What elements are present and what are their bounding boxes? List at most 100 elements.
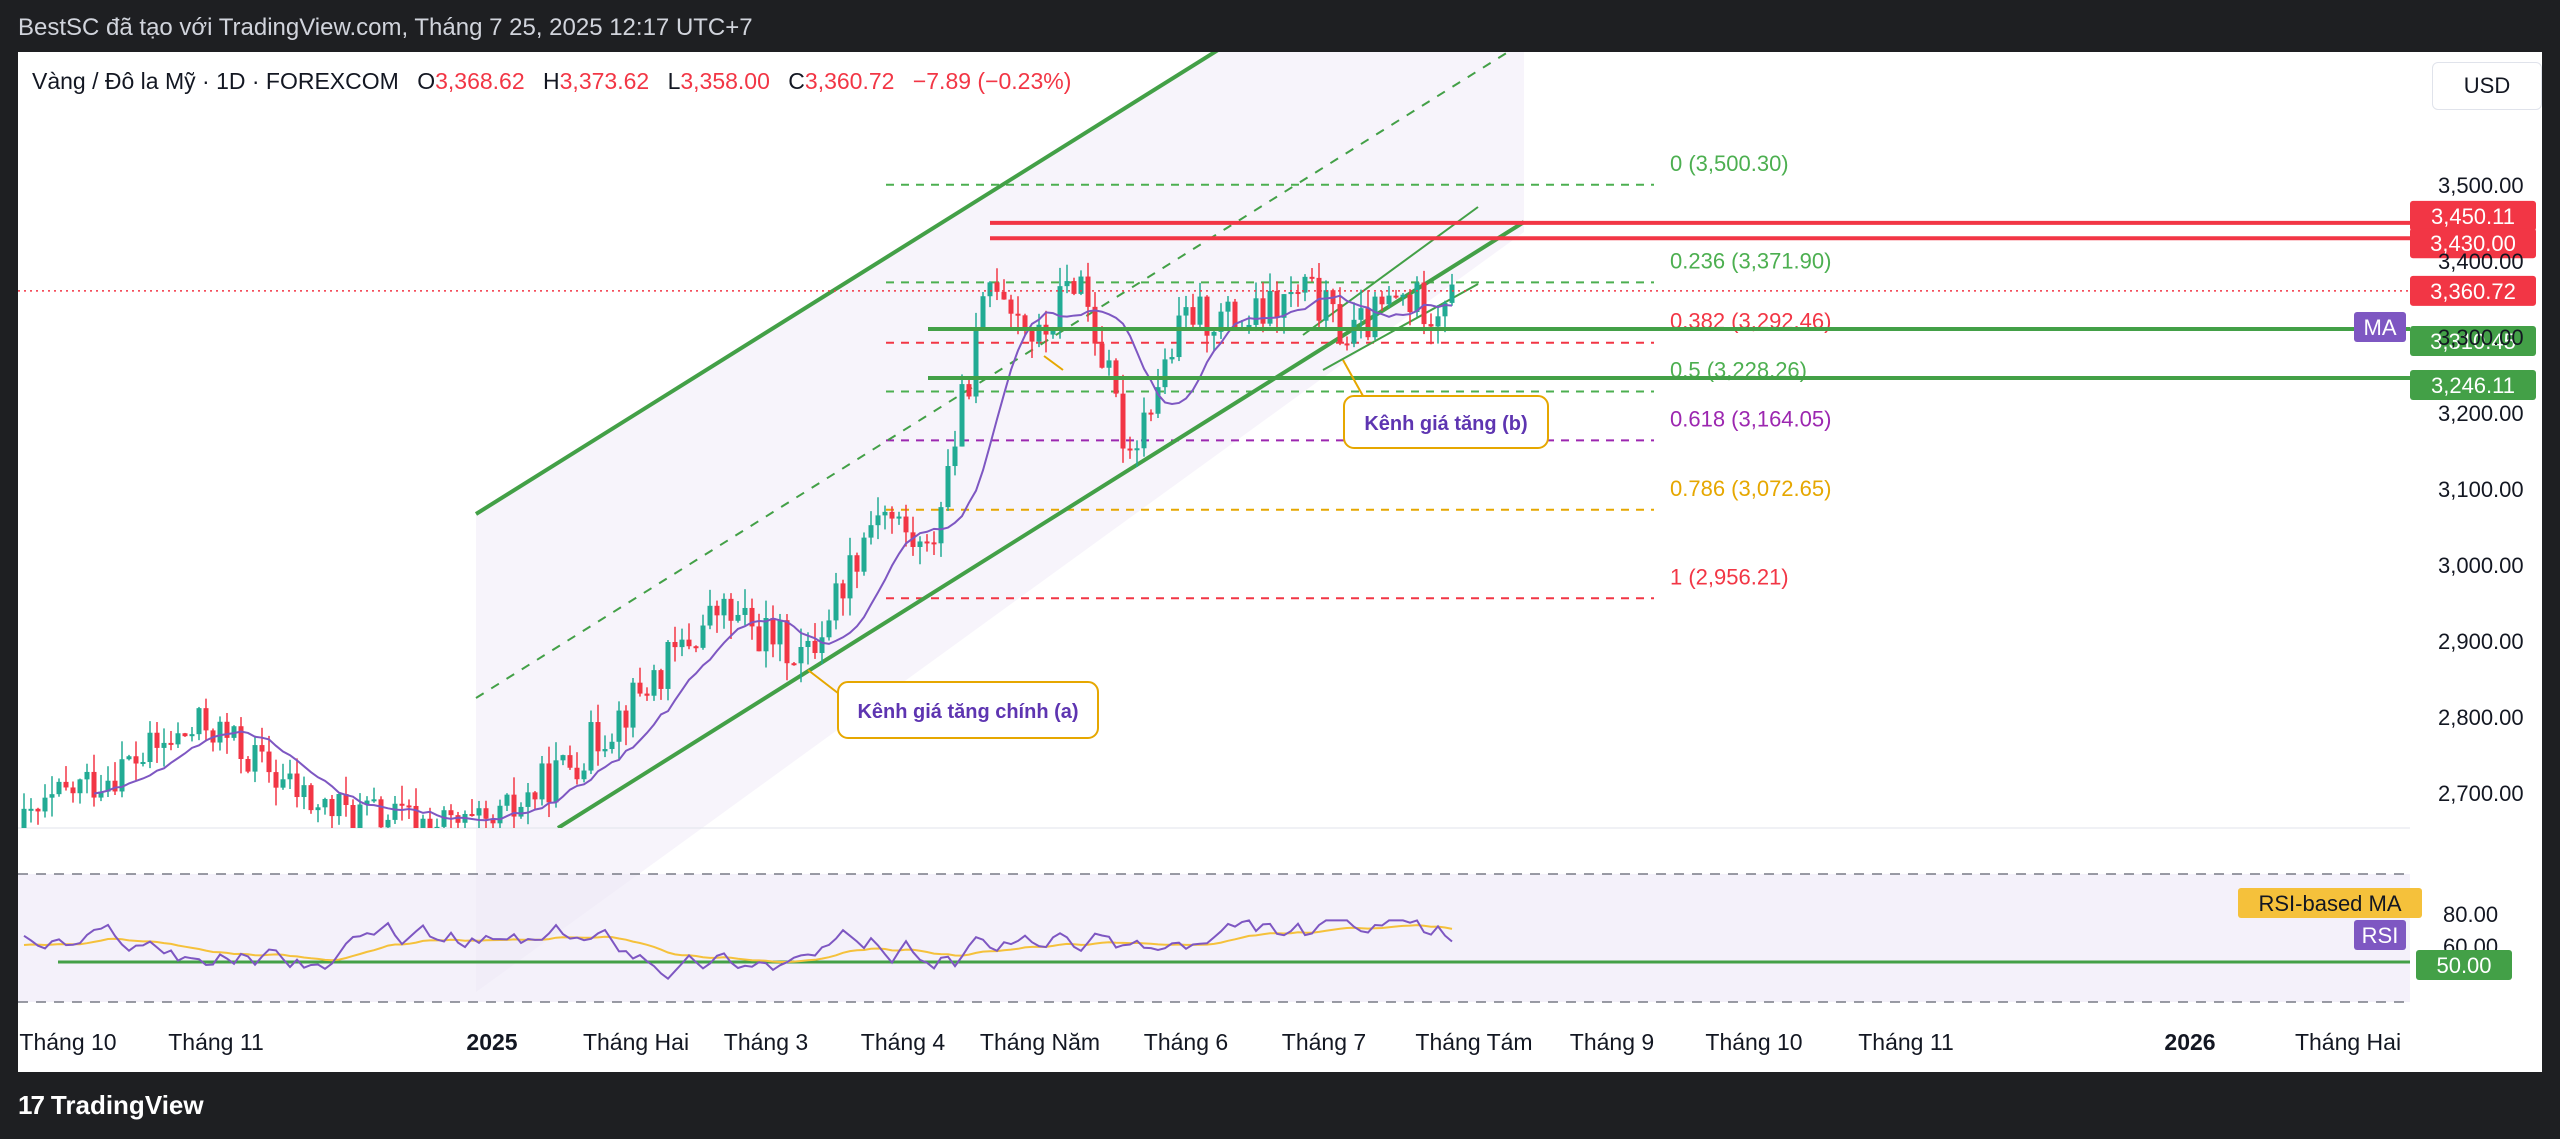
candle-body[interactable] xyxy=(287,773,293,780)
candle-body[interactable] xyxy=(1071,281,1077,294)
candle-body[interactable] xyxy=(665,642,671,689)
candle-body[interactable] xyxy=(63,781,69,788)
candle-body[interactable] xyxy=(1288,292,1294,295)
candle-body[interactable] xyxy=(1029,330,1035,342)
candle-body[interactable] xyxy=(329,798,335,817)
candle-body[interactable] xyxy=(252,745,258,772)
candle-body[interactable] xyxy=(343,794,349,806)
candle-body[interactable] xyxy=(973,327,979,397)
candle-body[interactable] xyxy=(742,607,748,615)
candle-body[interactable] xyxy=(259,745,265,752)
candle-body[interactable] xyxy=(1085,276,1091,307)
candle-body[interactable] xyxy=(364,800,370,805)
candle-body[interactable] xyxy=(371,799,377,802)
candle-body[interactable] xyxy=(105,780,111,792)
candle-body[interactable] xyxy=(1442,302,1448,317)
candle-body[interactable] xyxy=(1323,290,1329,321)
candle-body[interactable] xyxy=(385,819,391,828)
candle-body[interactable] xyxy=(224,721,230,738)
candle-body[interactable] xyxy=(70,787,76,794)
candle-body[interactable] xyxy=(1365,308,1371,338)
candle-body[interactable] xyxy=(189,734,195,737)
candle-body[interactable] xyxy=(819,637,825,654)
candle-body[interactable] xyxy=(336,794,342,817)
candle-body[interactable] xyxy=(560,755,566,761)
candle-body[interactable] xyxy=(1421,282,1427,325)
candle-body[interactable] xyxy=(546,763,552,803)
candle-body[interactable] xyxy=(805,640,811,648)
candle-body[interactable] xyxy=(1246,324,1252,328)
candle-body[interactable] xyxy=(693,646,699,649)
candle-body[interactable] xyxy=(798,647,804,664)
candle-body[interactable] xyxy=(399,803,405,806)
candle-body[interactable] xyxy=(588,722,594,771)
candle-body[interactable] xyxy=(1190,307,1196,325)
candle-body[interactable] xyxy=(119,759,125,792)
candle-body[interactable] xyxy=(238,726,244,759)
candle-body[interactable] xyxy=(112,780,118,792)
candle-body[interactable] xyxy=(245,758,251,772)
candle-body[interactable] xyxy=(756,626,762,652)
candle-body[interactable] xyxy=(847,555,853,599)
candle-body[interactable] xyxy=(658,670,664,689)
candle-body[interactable] xyxy=(903,516,909,533)
candle-body[interactable] xyxy=(1008,299,1014,314)
candle-body[interactable] xyxy=(1162,359,1168,388)
candle-body[interactable] xyxy=(1344,343,1350,346)
candle-body[interactable] xyxy=(392,803,398,820)
candle-body[interactable] xyxy=(378,799,384,828)
candle-body[interactable] xyxy=(28,808,34,811)
candle-body[interactable] xyxy=(1078,276,1084,294)
candle-body[interactable] xyxy=(308,785,314,811)
candle-body[interactable] xyxy=(1253,298,1259,325)
candle-body[interactable] xyxy=(1281,294,1287,318)
candle-body[interactable] xyxy=(644,693,650,696)
candle-body[interactable] xyxy=(1127,448,1133,451)
candle-body[interactable] xyxy=(609,741,615,750)
candle-body[interactable] xyxy=(938,507,944,544)
candle-body[interactable] xyxy=(1001,291,1007,300)
candle-body[interactable] xyxy=(203,708,209,731)
candle-body[interactable] xyxy=(532,792,538,800)
candle-body[interactable] xyxy=(1435,316,1441,327)
candle-body[interactable] xyxy=(35,808,41,812)
candle-body[interactable] xyxy=(1036,324,1042,342)
candle-body[interactable] xyxy=(868,525,874,538)
candle-body[interactable] xyxy=(434,826,440,839)
candle-body[interactable] xyxy=(140,762,146,765)
candle-body[interactable] xyxy=(602,749,608,752)
candle-body[interactable] xyxy=(476,808,482,816)
candle-body[interactable] xyxy=(1197,296,1203,325)
candle-body[interactable] xyxy=(322,798,328,808)
candle-body[interactable] xyxy=(273,772,279,788)
candle-body[interactable] xyxy=(1407,294,1413,313)
candle-body[interactable] xyxy=(1414,282,1420,313)
candle-body[interactable] xyxy=(301,785,307,798)
candle-body[interactable] xyxy=(1211,331,1217,336)
chart-panel[interactable]: Vàng / Đô la Mỹ · 1D · FOREXCOM O3,368.6… xyxy=(18,52,2542,1072)
candle-body[interactable] xyxy=(98,791,104,798)
candle-body[interactable] xyxy=(686,639,692,647)
candle-body[interactable] xyxy=(714,605,720,616)
candle-body[interactable] xyxy=(350,805,356,830)
candle-body[interactable] xyxy=(567,755,573,768)
candle-body[interactable] xyxy=(133,756,139,764)
candle-body[interactable] xyxy=(1295,292,1301,295)
candle-body[interactable] xyxy=(553,760,559,803)
candle-body[interactable] xyxy=(1379,296,1385,305)
candle-body[interactable] xyxy=(917,541,923,547)
candle-body[interactable] xyxy=(966,384,972,397)
candle-body[interactable] xyxy=(1232,301,1238,329)
candle-body[interactable] xyxy=(861,537,867,572)
candle-body[interactable] xyxy=(1148,412,1154,415)
candle-body[interactable] xyxy=(483,808,489,819)
candle-body[interactable] xyxy=(637,682,643,694)
candle-body[interactable] xyxy=(147,732,153,763)
candle-body[interactable] xyxy=(1386,295,1392,305)
candle-body[interactable] xyxy=(721,598,727,616)
candle-body[interactable] xyxy=(161,742,167,748)
candle-body[interactable] xyxy=(196,708,202,735)
candle-body[interactable] xyxy=(1204,296,1210,336)
candle-body[interactable] xyxy=(1050,328,1056,335)
candle-body[interactable] xyxy=(56,781,62,795)
